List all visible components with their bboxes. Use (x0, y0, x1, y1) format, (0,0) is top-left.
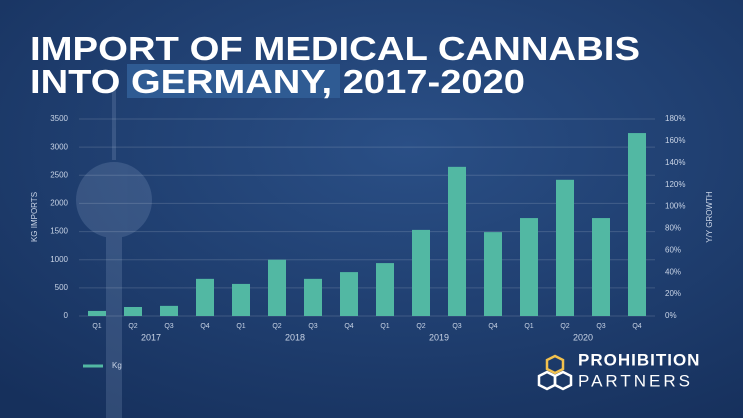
tower-silhouette (76, 90, 152, 418)
y-tick-label: 3500 (50, 114, 68, 123)
x-group-label: 2020 (573, 332, 593, 342)
x-group-label: 2019 (429, 332, 449, 342)
legend-label: Kg (112, 361, 122, 370)
x-tick-label: Q4 (488, 323, 497, 330)
x-tick-label: Q3 (596, 323, 605, 330)
x-tick-label: Q1 (524, 323, 533, 330)
y-tick-label: 2500 (50, 170, 68, 179)
bar (268, 259, 286, 316)
brand-name: PROHIBITION (578, 350, 700, 369)
y2-axis-label: Y/Y GROWTH (705, 191, 714, 243)
y2-tick-label: 40% (665, 267, 681, 276)
bar (376, 263, 394, 316)
bar (628, 133, 646, 316)
x-tick-label: Q4 (200, 323, 209, 330)
x-tick-label: Q1 (92, 323, 101, 330)
y-tick-label: 500 (55, 283, 69, 292)
title-highlight (127, 64, 340, 98)
bar (340, 272, 358, 316)
y2-tick-label: 140% (665, 158, 685, 167)
chart-title: IMPORT OF MEDICAL CANNABIS (30, 30, 640, 67)
y2-tick-label: 80% (665, 224, 681, 233)
y-tick-label: 1000 (50, 255, 68, 264)
x-group-label: 2018 (285, 332, 305, 342)
x-tick-label: Q1 (236, 323, 245, 330)
bar (160, 305, 178, 316)
bar (484, 232, 502, 316)
x-group-label: 2017 (141, 332, 161, 342)
x-tick-label: Q2 (272, 323, 281, 330)
y2-tick-label: 20% (665, 289, 681, 298)
bar (232, 283, 250, 316)
y-tick-label: 2000 (50, 199, 68, 208)
bar (88, 310, 106, 316)
x-tick-label: Q2 (416, 323, 425, 330)
y2-tick-label: 60% (665, 245, 681, 254)
bar (124, 306, 142, 316)
x-tick-label: Q4 (344, 323, 353, 330)
x-tick-label: Q2 (560, 323, 569, 330)
bar (412, 229, 430, 316)
y-tick-label: 0 (64, 311, 69, 320)
x-tick-label: Q3 (308, 323, 317, 330)
x-tick-label: Q3 (164, 323, 173, 330)
logo (537, 354, 573, 391)
bar (304, 278, 322, 316)
x-tick-label: Q4 (632, 323, 641, 330)
bar (520, 218, 538, 316)
y2-tick-label: 0% (665, 311, 677, 320)
y2-tick-label: 160% (665, 136, 685, 145)
bar (196, 278, 214, 316)
y-tick-label: 1500 (50, 227, 68, 236)
y2-tick-label: 100% (665, 202, 685, 211)
y2-tick-label: 120% (665, 180, 685, 189)
brand-name: PARTNERS (578, 371, 693, 390)
bar (592, 218, 610, 316)
y2-tick-label: 180% (665, 114, 685, 123)
x-tick-label: Q3 (452, 323, 461, 330)
y-axis-label: KG IMPORTS (30, 192, 39, 242)
bar (556, 179, 574, 316)
y-tick-label: 3000 (50, 142, 68, 151)
x-tick-label: Q1 (380, 323, 389, 330)
x-tick-label: Q2 (128, 323, 137, 330)
chart-title: INTO GERMANY, 2017-2020 (30, 63, 525, 100)
bar (448, 166, 466, 316)
